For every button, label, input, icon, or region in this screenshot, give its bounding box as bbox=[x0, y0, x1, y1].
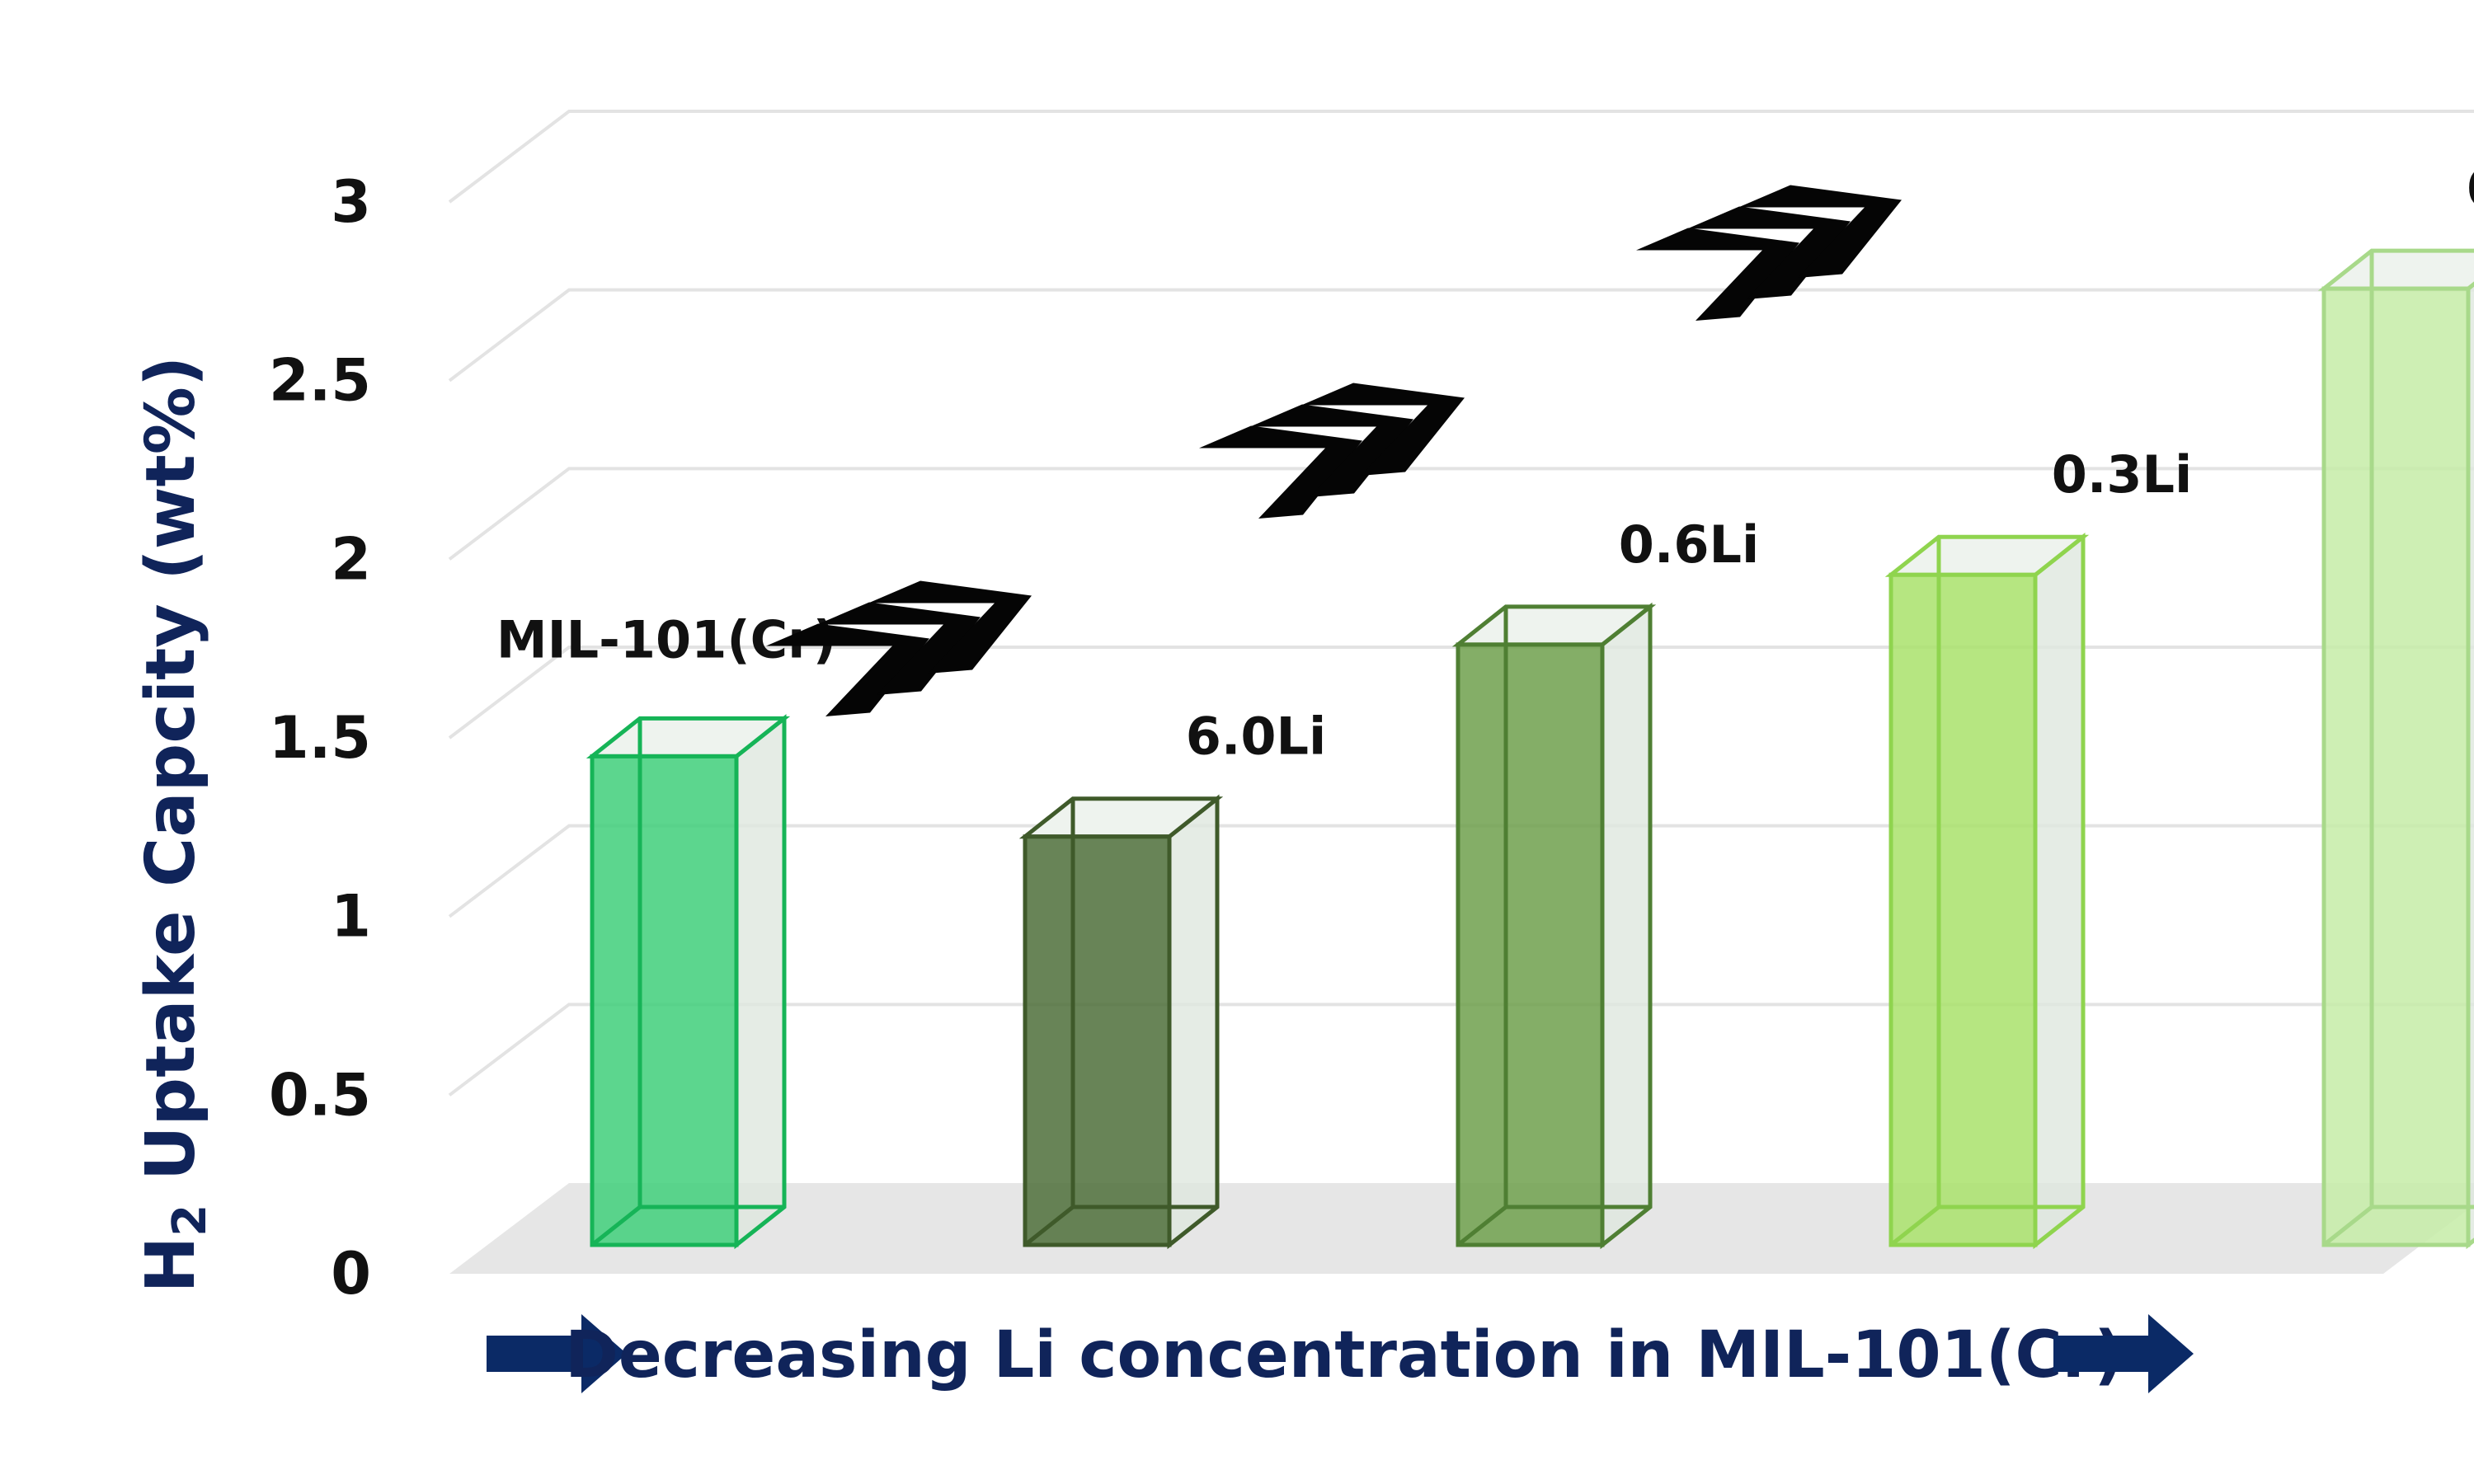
bar-side bbox=[1600, 602, 1653, 1250]
data-label: MIL-101(Cr) bbox=[496, 609, 836, 669]
chevron-arrow-icon bbox=[1687, 206, 1851, 299]
bar-front bbox=[590, 754, 739, 1247]
bar-front bbox=[1023, 834, 1172, 1247]
chevron-arrow-icon bbox=[1636, 228, 1799, 321]
y-tick-labels: 0 0.5 1 1.5 2 2.5 3 bbox=[269, 168, 371, 1308]
chevron-arrow-icon bbox=[1199, 425, 1362, 519]
bar-side bbox=[2033, 533, 2086, 1250]
bar bbox=[1018, 794, 1224, 1250]
bars bbox=[586, 248, 2474, 1250]
grid-line bbox=[448, 646, 2474, 740]
trend-arrow-group bbox=[1636, 185, 1902, 321]
right-arrow-icon bbox=[2053, 1314, 2194, 1393]
grid-line bbox=[448, 110, 2474, 204]
bar bbox=[2317, 248, 2474, 1250]
trend-arrows bbox=[766, 185, 1902, 716]
y-tick-label: 1.5 bbox=[269, 704, 371, 772]
bar-front bbox=[1456, 642, 1605, 1247]
x-axis-caption: Decreasing Li concentration in MIL-101(C… bbox=[487, 1314, 2194, 1393]
bar-front bbox=[2321, 286, 2471, 1247]
data-label: 0.06Li bbox=[2467, 158, 2474, 218]
right-arrow-shape bbox=[2053, 1314, 2194, 1393]
y-tick-label: 1 bbox=[331, 883, 371, 951]
bar-front bbox=[1888, 572, 2038, 1247]
bar bbox=[1451, 602, 1657, 1250]
grid-lines bbox=[448, 110, 2474, 1097]
y-tick-label: 3 bbox=[331, 168, 371, 236]
grid-line bbox=[448, 824, 2474, 918]
data-label: 6.0Li bbox=[1186, 707, 1327, 767]
chevron-arrow-icon bbox=[1250, 404, 1413, 497]
bar bbox=[1884, 533, 2090, 1250]
data-labels: MIL-101(Cr) 6.0Li 0.6Li 0.3Li 0.06Li bbox=[496, 158, 2474, 767]
right-arrow-icon bbox=[487, 1314, 627, 1393]
data-label: 0.3Li bbox=[2052, 444, 2193, 505]
y-tick-label: 0 bbox=[331, 1240, 371, 1308]
grid-line bbox=[448, 288, 2474, 383]
trend-arrow-group bbox=[766, 580, 1032, 716]
right-arrow-shape bbox=[487, 1314, 627, 1393]
y-tick-label: 2 bbox=[331, 525, 371, 593]
chevron-arrow-icon bbox=[766, 623, 929, 716]
y-tick-label: 0.5 bbox=[269, 1061, 371, 1129]
bar-side bbox=[1167, 794, 1220, 1250]
data-label: 0.6Li bbox=[1619, 514, 1760, 575]
y-tick-label: 2.5 bbox=[269, 347, 371, 415]
grid-line bbox=[448, 1003, 2474, 1097]
y-axis-label: H2 Uptake Capcity (wt%) bbox=[132, 356, 217, 1294]
trend-arrow-group bbox=[1199, 383, 1465, 519]
chevron-arrow-icon bbox=[817, 602, 981, 695]
bar-top bbox=[2317, 248, 2474, 291]
chevron-arrow-icon bbox=[1301, 383, 1465, 476]
chevron-arrow-icon bbox=[868, 580, 1032, 674]
x-axis-label: Decreasing Li concentration in MIL-101(C… bbox=[565, 1318, 2124, 1392]
chevron-arrow-icon bbox=[1738, 185, 1902, 278]
bar bbox=[586, 714, 791, 1250]
bar-side bbox=[734, 714, 787, 1250]
grid-line bbox=[448, 467, 2474, 561]
